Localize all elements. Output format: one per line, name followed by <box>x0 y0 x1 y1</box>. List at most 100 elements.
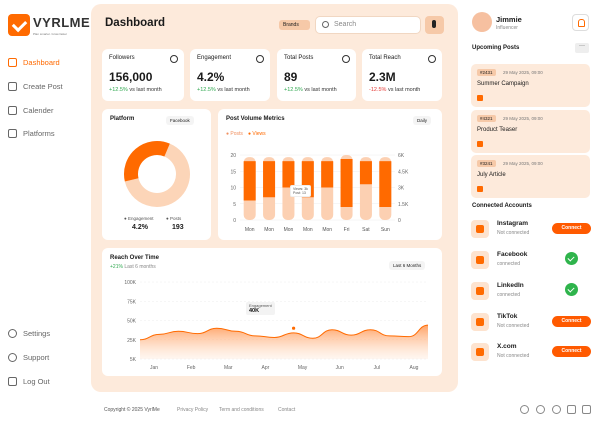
stat-label: Total Reach <box>369 55 401 61</box>
legend-value: 4.2% <box>132 224 148 231</box>
period-dropdown[interactable]: Last 6 Months <box>389 261 426 270</box>
stat-card-followers: Followers 156,000 +12.5% vs last month <box>102 49 184 101</box>
nav-support[interactable]: Support <box>8 353 49 362</box>
daily-dropdown[interactable]: Daily <box>413 116 432 125</box>
legend-label: Views <box>252 131 266 137</box>
y-tick-label: 10 <box>230 186 236 192</box>
stat-label: Engagement <box>197 55 232 61</box>
stat-label: Total Posts <box>284 55 314 61</box>
reach-delta: +21% <box>110 264 123 270</box>
search-placeholder: Search <box>334 21 357 28</box>
logo-icon <box>8 14 30 36</box>
upcoming-post-card[interactable]: #4321 29 May 2025, 09:00 Product Teaser <box>471 110 590 153</box>
mic-button[interactable] <box>425 16 444 34</box>
image-icon <box>477 141 483 147</box>
account-status: Not connected <box>497 323 530 329</box>
stat-label: Followers <box>109 55 135 61</box>
area-fill <box>140 325 428 359</box>
nav-dashboard[interactable]: Dashboard <box>8 58 60 67</box>
account-name: TikTok <box>497 313 518 320</box>
facebook-icon[interactable] <box>520 405 529 414</box>
connect-button[interactable]: Connect <box>552 346 591 357</box>
youtube-icon[interactable] <box>567 405 576 414</box>
donut-chart <box>124 141 190 207</box>
grid-icon <box>8 58 17 67</box>
post-date: 29 May 2025, 09:00 <box>503 70 543 75</box>
linkedin-icon[interactable] <box>582 405 591 414</box>
connect-button[interactable]: Connect <box>552 316 591 327</box>
account-instagram: Instagram Not connected Connect <box>471 220 591 242</box>
stat-delta: -12.5% vs last month <box>369 87 420 93</box>
stat-delta: +12.5% vs last month <box>284 87 337 93</box>
brand-tagline: Plan smarter. Grow faster <box>33 32 68 36</box>
upcoming-title: Upcoming Posts <box>472 45 520 51</box>
tooltip-line: Views: 3k <box>293 187 308 191</box>
image-icon <box>477 95 483 101</box>
x-icon <box>471 343 489 361</box>
upcoming-post-card[interactable]: #3241 29 May 2025, 09:00 July Article <box>471 155 590 198</box>
check-icon <box>565 252 578 265</box>
nav-calendar[interactable]: Calender <box>8 106 53 115</box>
footer-link-terms[interactable]: Term and conditions <box>219 407 264 413</box>
x-tick-label: Mar <box>224 365 233 371</box>
y-tick-label: 5 <box>233 202 236 208</box>
stat-value: 156,000 <box>109 70 153 84</box>
account-name: X.com <box>497 343 517 350</box>
delta-value: +12.5% <box>197 87 216 93</box>
x-icon[interactable] <box>536 405 545 414</box>
search-input[interactable]: Search <box>315 16 421 34</box>
footer-link-privacy[interactable]: Privacy Policy <box>177 407 209 413</box>
panel-title: Post Volume Metrics <box>226 116 285 122</box>
post-tag: #2431 <box>477 69 496 76</box>
x-tick-label: May <box>298 365 308 371</box>
profile-name: Jimmie <box>496 15 522 24</box>
avatar[interactable] <box>472 12 492 32</box>
nav-logout[interactable]: Log Out <box>8 377 50 386</box>
brands-dropdown[interactable]: Brands <box>279 20 310 30</box>
trophy-icon <box>428 55 436 63</box>
chat-icon <box>342 55 350 63</box>
bar-posts <box>379 161 392 207</box>
notification-button[interactable] <box>572 14 589 31</box>
x-tick-label: Feb <box>187 365 196 371</box>
panel-title: Platform <box>110 116 135 122</box>
delta-suffix: vs last month <box>304 87 337 93</box>
logo: VYRLME Plan smarter. Grow faster <box>8 14 90 36</box>
bar-posts <box>340 159 353 207</box>
facebook-icon <box>471 251 489 269</box>
calendar-icon <box>8 106 17 115</box>
nav-label: Support <box>23 353 50 362</box>
bar-posts <box>359 161 372 185</box>
nav-label: Platforms <box>23 129 55 138</box>
bar-posts <box>263 161 276 198</box>
upcoming-post-card[interactable]: #2431 29 May 2025, 09:00 Summer Campaign <box>471 64 590 107</box>
post-title: Product Teaser <box>477 127 518 133</box>
stat-value: 2.3M <box>369 70 396 84</box>
stat-card-engagement: Engagement 4.2% +12.5% vs last month <box>190 49 270 101</box>
nav-settings[interactable]: Settings <box>8 329 50 338</box>
nav-create-post[interactable]: Create Post <box>8 82 63 91</box>
page-title: Dashboard <box>105 17 166 29</box>
account-facebook: Facebook connected <box>471 251 591 273</box>
x-tick-label: Mon <box>303 227 313 233</box>
stat-card-reach: Total Reach 2.3M -12.5% vs last month <box>362 49 442 101</box>
y-tick-label-right: 6K <box>398 153 405 159</box>
nav-platforms[interactable]: Platforms <box>8 129 55 138</box>
legend-engagement: ● Engagement <box>124 216 154 221</box>
platform-dropdown[interactable]: Facebook <box>166 116 194 125</box>
bar-posts <box>243 161 256 201</box>
more-icon[interactable]: ··· <box>575 43 589 53</box>
nav-label: Dashboard <box>23 58 60 67</box>
accounts-title: Connected Accounts <box>472 203 532 209</box>
footer-link-contact[interactable]: Contact <box>278 407 296 413</box>
footer-copyright: Copyright © 2025 VyrlMe <box>104 407 160 413</box>
nav-label: Calender <box>23 106 54 115</box>
tooltip-label: Engagement <box>249 303 272 308</box>
instagram-icon[interactable] <box>552 405 561 414</box>
x-tick-label: Jan <box>150 365 158 371</box>
connect-button[interactable]: Connect <box>552 223 591 234</box>
tooltip-line: Post: 13 <box>293 191 306 195</box>
users-icon <box>170 55 178 63</box>
tiktok-icon <box>471 313 489 331</box>
heart-icon <box>256 55 264 63</box>
